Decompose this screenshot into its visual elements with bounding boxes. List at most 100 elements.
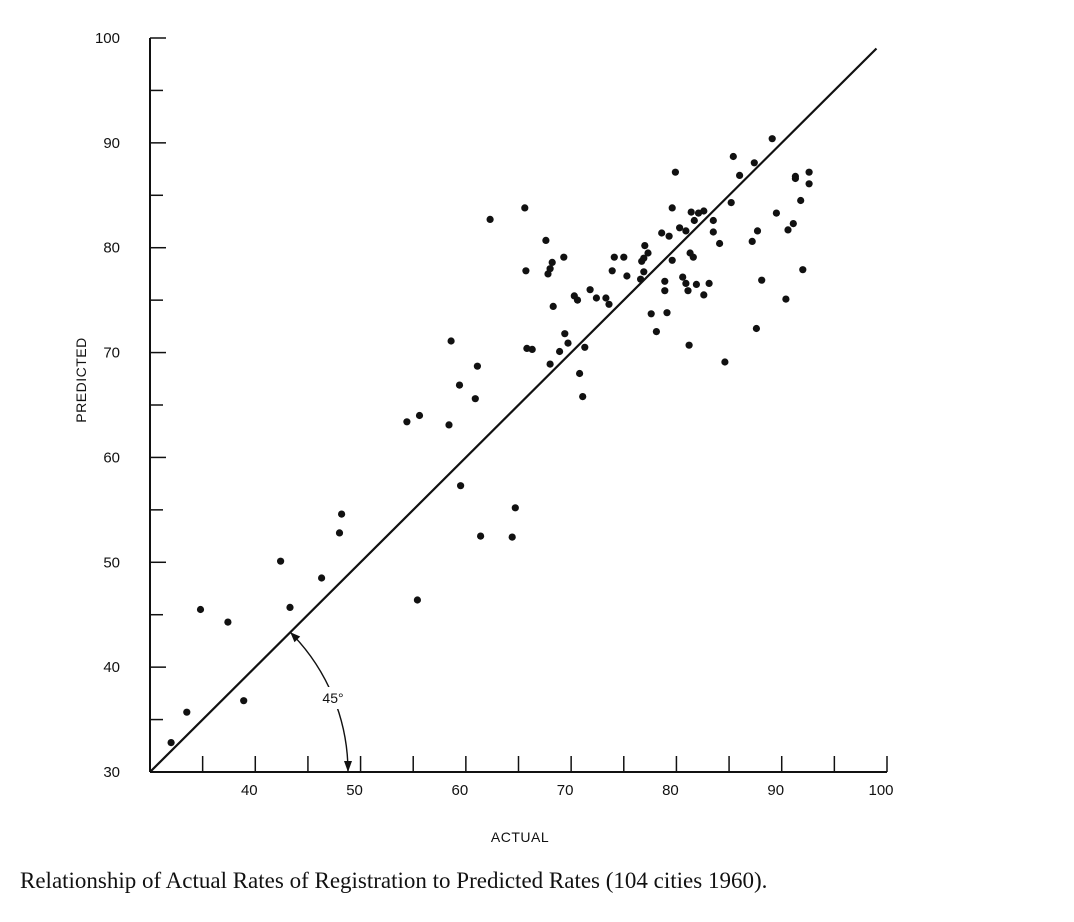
data-point: [748, 237, 756, 245]
data-point: [564, 339, 572, 347]
data-point: [608, 267, 616, 275]
data-point: [521, 204, 529, 212]
data-point: [457, 482, 465, 490]
data-point: [700, 207, 708, 215]
data-point: [196, 605, 205, 614]
data-point: [652, 328, 661, 336]
y-tick-label: 70: [103, 345, 120, 362]
data-point: [623, 272, 631, 280]
data-point: [709, 228, 717, 236]
data-point: [736, 171, 744, 179]
data-point: [647, 310, 655, 318]
x-tick-label: 100: [868, 782, 893, 799]
y-axis-tick-labels: 30 40 50 60 70 80 90 100: [95, 30, 120, 781]
data-point: [665, 232, 673, 240]
data-point: [546, 265, 554, 273]
x-tick-label: 40: [241, 782, 258, 799]
data-point: [782, 295, 790, 303]
data-point: [586, 286, 594, 294]
data-point: [685, 341, 693, 349]
data-point: [676, 224, 684, 232]
data-point: [758, 276, 766, 284]
data-point: [709, 216, 717, 225]
data-point: [661, 277, 669, 285]
y-tick-label: 30: [103, 764, 120, 781]
data-point: [240, 697, 248, 705]
data-point: [682, 279, 690, 287]
data-point: [471, 395, 479, 403]
data-point: [415, 411, 424, 420]
data-point: [641, 242, 649, 250]
data-point: [620, 253, 628, 261]
data-point: [576, 369, 584, 378]
x-tick-label: 80: [662, 782, 679, 799]
data-point: [605, 300, 613, 308]
data-point: [752, 324, 761, 333]
data-point: [679, 273, 687, 281]
figure-caption: Relationship of Actual Rates of Registra…: [20, 868, 768, 893]
data-point: [700, 291, 708, 299]
data-point: [687, 208, 695, 216]
data-point: [335, 529, 344, 537]
reference-45-degree-line: [149, 47, 878, 773]
data-point: [573, 296, 582, 304]
data-point: [682, 227, 690, 235]
data-point: [318, 574, 326, 582]
data-point: [716, 239, 724, 248]
data-point: [183, 708, 191, 716]
data-point: [727, 199, 735, 207]
data-point: [403, 418, 411, 426]
data-point: [579, 393, 587, 401]
y-tick-label: 40: [103, 659, 120, 676]
data-point: [167, 739, 175, 747]
data-point: [447, 337, 455, 345]
angle-arrowhead-bottom: [344, 761, 352, 772]
data-point: [549, 302, 557, 310]
angle-label: 45°: [322, 690, 343, 706]
data-point: [772, 209, 781, 217]
y-axis-ticks: [150, 37, 166, 721]
data-point: [661, 287, 669, 295]
data-point: [721, 358, 729, 366]
data-point: [508, 533, 516, 541]
data-point: [602, 294, 610, 302]
data-point: [797, 196, 805, 205]
data-point: [522, 267, 530, 275]
data-point: [277, 557, 285, 565]
data-point: [556, 347, 564, 356]
data-point: [692, 280, 701, 288]
data-point: [511, 504, 519, 512]
data-point: [637, 275, 645, 283]
data-point: [486, 215, 494, 223]
angle-arrowhead-top: [290, 632, 301, 643]
scatter-chart: 30 40 50 60 70 80 90 100 40 50 60 70 80 90 100 PREDIC…: [73, 30, 894, 845]
angle-label-mask: [318, 687, 350, 709]
x-tick-label: 60: [452, 782, 469, 799]
x-axis-title: ACTUAL: [491, 829, 549, 845]
y-tick-label: 100: [95, 30, 120, 47]
data-point: [286, 603, 294, 612]
y-tick-label: 90: [103, 135, 120, 152]
data-point: [768, 135, 776, 143]
data-point: [581, 343, 589, 351]
data-point: [546, 360, 554, 368]
data-point: [658, 229, 666, 237]
data-point: [560, 253, 568, 261]
data-point: [640, 254, 648, 262]
data-points: [167, 135, 813, 747]
x-axis-ticks: [201, 756, 888, 772]
data-point: [729, 152, 737, 161]
data-point: [789, 220, 797, 228]
data-point: [684, 287, 692, 295]
angle-annotation: 45°: [289, 631, 352, 773]
data-point: [799, 266, 807, 274]
data-point: [784, 226, 792, 234]
data-point: [668, 204, 676, 212]
data-point: [753, 227, 762, 235]
data-point: [477, 532, 485, 540]
y-tick-label: 50: [103, 554, 120, 571]
data-point: [640, 268, 648, 276]
y-tick-label: 80: [103, 240, 120, 257]
y-tick-label: 60: [103, 449, 120, 466]
data-point: [455, 381, 464, 389]
